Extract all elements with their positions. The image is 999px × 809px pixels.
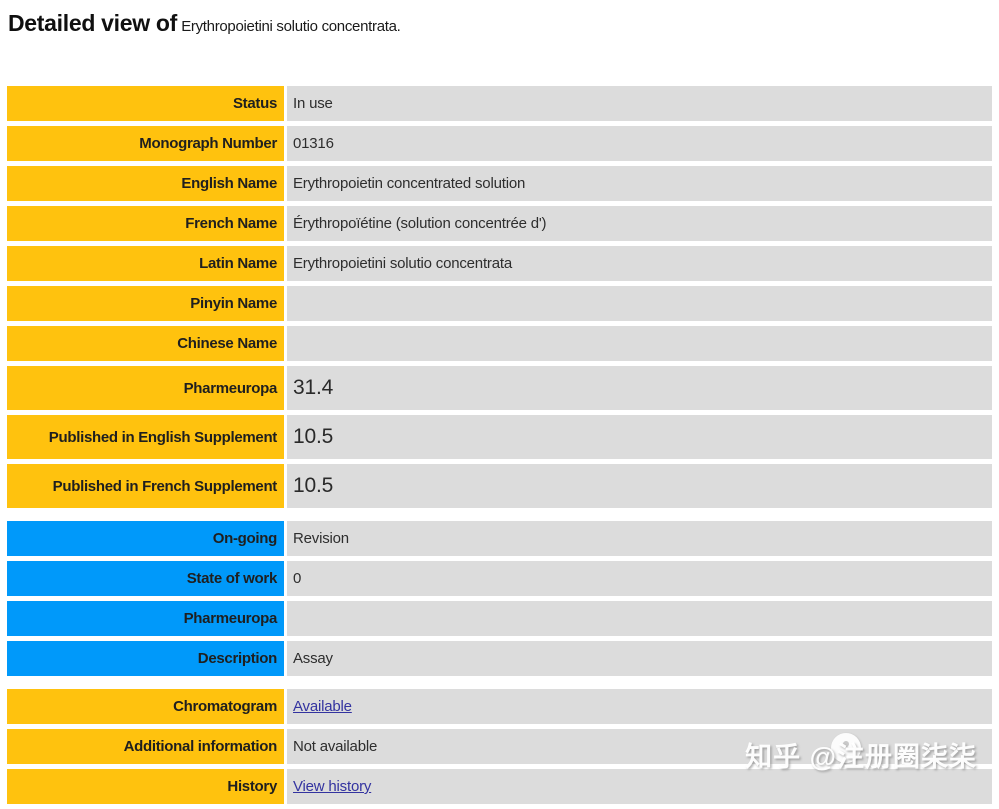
pharmeuropa-ongoing-label: Pharmeuropa [7, 601, 284, 636]
monograph-number-value: 01316 [287, 126, 992, 161]
english-name-label: English Name [7, 166, 284, 201]
row-state-of-work: State of work 0 [7, 561, 992, 596]
page-title-bold: Detailed view of [8, 10, 178, 36]
detail-table: Status In use Monograph Number 01316 Eng… [7, 86, 992, 809]
row-french-name: French Name Érythropoïétine (solution co… [7, 206, 992, 241]
page-title-substance: Erythropoietini solutio concentrata. [181, 18, 401, 35]
on-going-value: Revision [287, 521, 992, 556]
published-french-supplement-label: Published in French Supplement [7, 464, 284, 508]
row-latin-name: Latin Name Erythropoietini solutio conce… [7, 246, 992, 281]
row-pharmeuropa: Pharmeuropa 31.4 [7, 366, 992, 410]
state-of-work-value: 0 [287, 561, 992, 596]
history-label: History [7, 769, 284, 804]
chromatogram-available-link[interactable]: Available [293, 698, 352, 715]
row-additional-information: Additional information Not available [7, 729, 992, 764]
state-of-work-label: State of work [7, 561, 284, 596]
view-history-link[interactable]: View history [293, 778, 372, 795]
published-english-supplement-label: Published in English Supplement [7, 415, 284, 459]
french-name-label: French Name [7, 206, 284, 241]
zhihu-logo-circle [831, 733, 861, 763]
latin-name-label: Latin Name [7, 246, 284, 281]
status-label: Status [7, 86, 284, 121]
history-value: View history [287, 769, 992, 804]
additional-information-value: Not available [287, 729, 992, 764]
row-english-name: English Name Erythropoietin concentrated… [7, 166, 992, 201]
pharmeuropa-ongoing-value [287, 601, 992, 636]
chromatogram-value: Available [287, 689, 992, 724]
latin-name-value: Erythropoietini solutio concentrata [287, 246, 992, 281]
additional-information-label: Additional information [7, 729, 284, 764]
pharmeuropa-value: 31.4 [287, 366, 992, 410]
description-label: Description [7, 641, 284, 676]
row-published-french-supplement: Published in French Supplement 10.5 [7, 464, 992, 508]
french-name-value: Érythropoïétine (solution concentrée d') [287, 206, 992, 241]
chinese-name-label: Chinese Name [7, 326, 284, 361]
row-monograph-number: Monograph Number 01316 [7, 126, 992, 161]
zhihu-watermark: 知乎 @注册圈柒柒 [745, 742, 977, 772]
row-published-english-supplement: Published in English Supplement 10.5 [7, 415, 992, 459]
page-title: Detailed view of Erythropoietini solutio… [0, 0, 999, 37]
on-going-label: On-going [7, 521, 284, 556]
row-on-going: On-going Revision [7, 521, 992, 556]
english-name-value: Erythropoietin concentrated solution [287, 166, 992, 201]
pinyin-name-label: Pinyin Name [7, 286, 284, 321]
status-value: In use [287, 86, 992, 121]
row-pinyin-name: Pinyin Name [7, 286, 992, 321]
row-history: History View history [7, 769, 992, 804]
pinyin-name-value [287, 286, 992, 321]
monograph-number-label: Monograph Number [7, 126, 284, 161]
row-pharmeuropa-ongoing: Pharmeuropa [7, 601, 992, 636]
row-chromatogram: Chromatogram Available [7, 689, 992, 724]
published-english-supplement-value: 10.5 [287, 415, 992, 459]
chinese-name-value [287, 326, 992, 361]
row-status: Status In use [7, 86, 992, 121]
chromatogram-label: Chromatogram [7, 689, 284, 724]
description-value: Assay [287, 641, 992, 676]
row-description: Description Assay [7, 641, 992, 676]
published-french-supplement-value: 10.5 [287, 464, 992, 508]
row-chinese-name: Chinese Name [7, 326, 992, 361]
pharmeuropa-label: Pharmeuropa [7, 366, 284, 410]
